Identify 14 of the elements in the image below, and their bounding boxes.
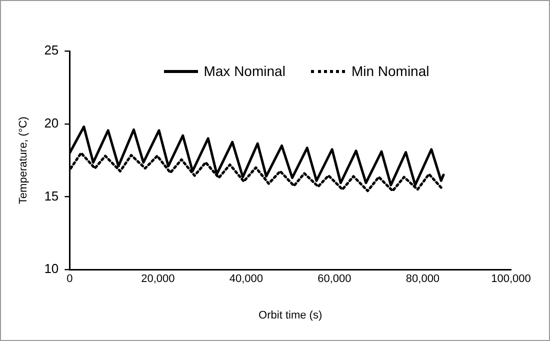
y-axis-title: Temperature, (°C) [18, 116, 30, 204]
legend-label: Max Nominal [204, 63, 286, 79]
x-tick-label: 80,000 [406, 273, 440, 286]
y-tick-label: 20 [44, 115, 59, 130]
y-tick-label: 15 [44, 188, 59, 204]
y-tick-label: 10 [44, 261, 59, 276]
y-tick-label: 25 [44, 42, 59, 58]
legend-label: Min Nominal [351, 63, 430, 79]
x-tick-label: 100,000 [491, 273, 531, 286]
x-axis-title: Orbit time (s) [258, 309, 322, 322]
x-tick-label: 40,000 [229, 273, 264, 286]
x-tick-label: 20,000 [141, 273, 175, 286]
x-tick-label: 0 [66, 273, 73, 286]
x-tick-label: 60,000 [318, 273, 352, 286]
